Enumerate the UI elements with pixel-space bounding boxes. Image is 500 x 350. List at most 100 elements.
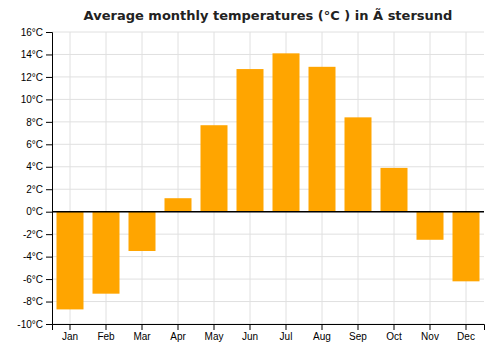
y-tick-mark [46,234,52,235]
y-tick: 10°C [21,94,52,105]
x-tick: Apr [170,324,186,342]
x-tick: Nov [421,324,439,342]
y-tick-mark [46,77,52,78]
x-tick-mark [250,324,251,330]
y-tick-label: -6°C [23,274,43,285]
x-tick-label: Jan [62,331,78,342]
bar [381,168,408,212]
grid-line-y [52,32,484,33]
y-tick-label: 2°C [26,184,43,195]
x-tick-mark [394,324,395,330]
x-tick-label: Sep [349,331,367,342]
y-tick: 4°C [26,161,52,172]
x-tick-mark [214,324,215,330]
x-tick-label: Nov [421,331,439,342]
bar [273,53,300,211]
y-tick-mark [46,257,52,258]
x-tick-label: Oct [386,331,402,342]
x-tick-label: Mar [133,331,151,342]
plot-area: -10°C -8°C -6°C -4°C -2°C 0°C 2°C 4°C 6°C 8°C 10°C… [17,27,484,342]
grid-line-x [178,32,179,324]
x-tick: Mar [133,324,151,342]
grid-line-x [142,32,143,324]
x-tick-mark [430,324,431,330]
grid-line-y [52,144,484,145]
y-tick-label: 8°C [26,117,43,128]
grid-line-y [52,99,484,100]
x-tick-mark [358,324,359,330]
y-tick-mark [46,302,52,303]
x-tick-label: Jul [280,331,293,342]
grid-line-y [52,301,484,302]
x-tick: Jul [280,324,293,342]
y-tick-mark [46,144,52,145]
y-tick: -10°C [17,319,52,330]
y-tick-label: -2°C [23,229,43,240]
y-tick-label: 12°C [21,72,43,83]
x-tick: Oct [386,324,402,342]
bar [93,212,120,294]
grid-line-y [52,121,484,122]
bars [57,53,480,309]
x-tick-mark [322,324,323,330]
x-tick-label: Aug [313,331,331,342]
bar [345,117,372,211]
x-tick: Jan [62,324,78,342]
y-tick: -6°C [23,274,52,285]
grid-line-y [52,54,484,55]
y-tick-mark [46,212,52,213]
grid-line-y [52,189,484,190]
y-tick: -8°C [23,296,52,307]
y-axis: -10°C -8°C -6°C -4°C -2°C 0°C 2°C 4°C 6°C 8°C 10°C… [17,27,52,330]
y-tick: -2°C [23,229,52,240]
y-tick-label: -10°C [17,319,43,330]
grid-line-y [52,166,484,167]
y-tick: 12°C [21,72,52,83]
bar [309,67,336,212]
y-tick-label: 14°C [21,49,43,60]
y-tick: 8°C [26,117,52,128]
zero-line [52,211,484,213]
y-tick-mark [46,279,52,280]
y-tick: 14°C [21,49,52,60]
x-tick-mark [70,324,71,330]
x-tick: Sep [349,324,367,342]
x-tick-label: Apr [170,331,186,342]
x-tick-label: Feb [97,331,115,342]
x-tick-mark [142,324,143,330]
grid-line-y [52,211,484,212]
x-tick-mark [466,324,467,330]
x-tick-label: May [205,331,224,342]
x-tick: May [205,324,224,342]
bar [453,212,480,282]
y-tick: 6°C [26,139,52,150]
x-tick-mark [286,324,287,330]
x-tick: Dec [457,324,475,342]
x-tick-mark [106,324,107,330]
y-tick-label: 10°C [21,94,43,105]
y-tick-mark [46,122,52,123]
bar [237,69,264,212]
x-axis: Jan Feb Mar Apr May Jun Jul Aug Sep Oct Nov Dec [53,324,485,342]
y-tick-mark [46,167,52,168]
y-tick-mark [46,32,52,33]
grid-line-y [52,76,484,77]
y-tick-mark [46,54,52,55]
y-tick-mark [46,189,52,190]
y-tick-label: 6°C [26,139,43,150]
y-tick: -4°C [23,251,52,262]
bar [201,125,228,211]
x-tick-label: Dec [457,331,475,342]
y-tick-mark [46,99,52,100]
grid [52,32,484,324]
y-axis-line [46,33,53,325]
y-tick-label: 4°C [26,161,43,172]
y-tick-mark [46,324,52,325]
grid-line-x [430,32,431,324]
title: Average monthly temperatures (°C ) in Ã … [84,8,453,23]
bar [129,212,156,251]
x-axis-line [53,325,485,331]
x-tick: Feb [97,324,115,342]
y-tick-label: 0°C [26,206,43,217]
x-tick: Jun [242,324,258,342]
